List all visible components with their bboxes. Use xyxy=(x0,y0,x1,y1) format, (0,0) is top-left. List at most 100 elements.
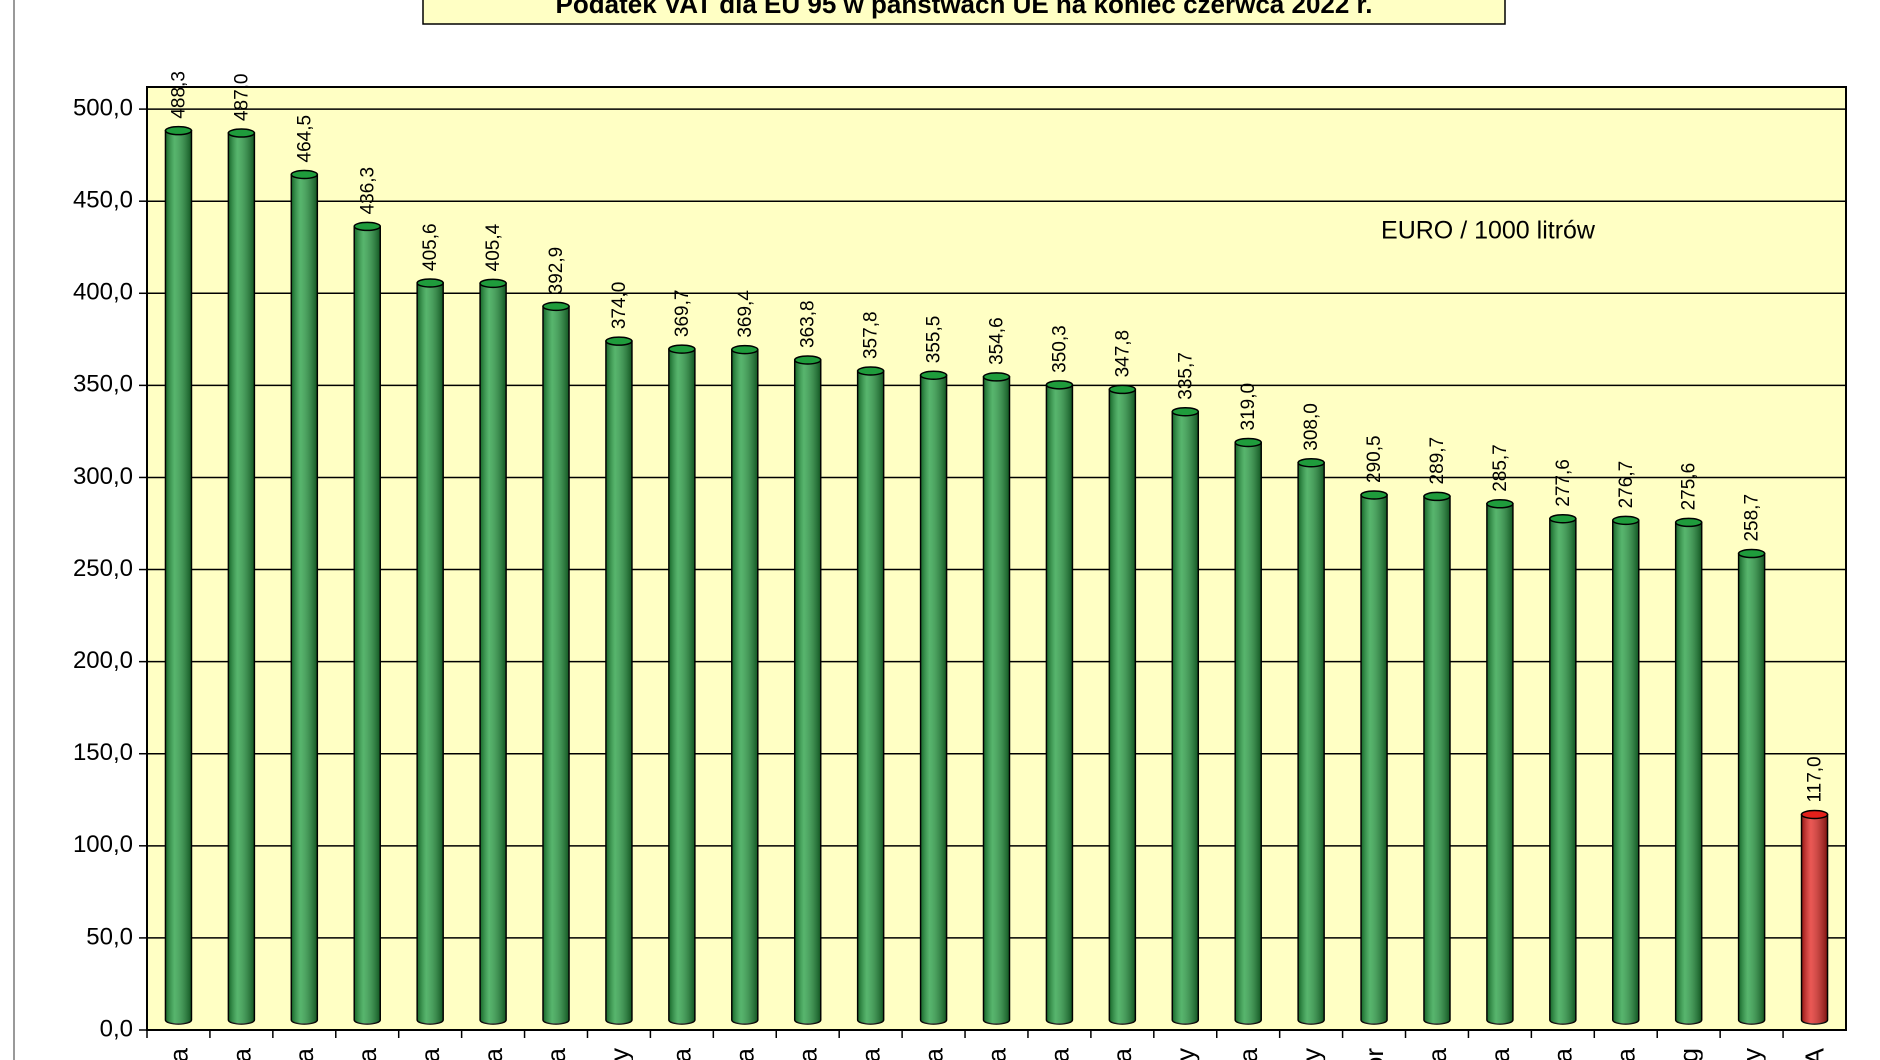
x-tick-label: A xyxy=(1799,1047,1829,1060)
bar-shade xyxy=(731,349,758,1024)
bar-top xyxy=(290,169,319,180)
bar xyxy=(1297,457,1325,1025)
value-label: 487,0 xyxy=(231,73,252,121)
bar-shade xyxy=(983,376,1010,1025)
bar xyxy=(1737,548,1766,1025)
bar-top xyxy=(1108,384,1137,395)
x-tick-label: a xyxy=(1485,1047,1515,1060)
bar-top xyxy=(1045,380,1074,390)
bar xyxy=(290,169,319,1025)
value-label: 308,0 xyxy=(1301,403,1322,451)
value-label: 347,8 xyxy=(1112,330,1133,378)
value-label: 285,7 xyxy=(1490,444,1511,492)
bar-top xyxy=(479,278,507,289)
bar xyxy=(982,372,1011,1025)
x-tick-label: a xyxy=(1044,1047,1074,1060)
x-tick-label: a xyxy=(1107,1047,1137,1060)
bar-top xyxy=(1423,491,1451,502)
bar xyxy=(353,221,381,1025)
bar-shade xyxy=(354,226,381,1025)
bar-shade xyxy=(1549,518,1576,1024)
x-tick-label: a xyxy=(1548,1047,1578,1060)
bar xyxy=(542,301,570,1025)
bar-top xyxy=(164,125,193,136)
y-tick-label: 450,0 xyxy=(73,187,133,214)
value-label: 355,5 xyxy=(924,316,945,364)
bar-top xyxy=(1171,406,1200,417)
value-label: 405,6 xyxy=(420,223,441,271)
x-tick-label: a xyxy=(1233,1047,1263,1060)
bar-top xyxy=(353,221,381,232)
x-tick-label: a xyxy=(1422,1047,1452,1060)
bar xyxy=(1549,513,1577,1025)
bar-top xyxy=(856,366,885,376)
bar-shade xyxy=(1801,814,1828,1024)
bar-shade xyxy=(228,133,255,1024)
y-tick-label: 300,0 xyxy=(73,463,133,490)
bar xyxy=(1423,491,1451,1025)
bar-shade xyxy=(165,130,192,1025)
bar-shade xyxy=(920,375,947,1024)
bar xyxy=(1674,517,1703,1025)
bar xyxy=(605,336,633,1025)
y-tick-label: 50,0 xyxy=(86,923,133,950)
bar-shade xyxy=(1361,494,1388,1024)
x-tick-label: a xyxy=(226,1047,256,1060)
bar xyxy=(1800,809,1829,1025)
bar-shade xyxy=(1046,384,1073,1024)
y-tick-label: 350,0 xyxy=(73,371,133,398)
bar xyxy=(1045,380,1074,1025)
y-tick-label: 500,0 xyxy=(73,94,133,121)
bar xyxy=(668,344,696,1025)
bar-shade xyxy=(857,371,884,1024)
value-label: 464,5 xyxy=(294,115,315,163)
chart-title: Podatek VAT dla EU 95 w państwach UE na … xyxy=(556,0,1373,19)
bar-shade xyxy=(1235,442,1262,1024)
bar xyxy=(793,355,822,1025)
value-label: 374,0 xyxy=(609,282,630,330)
bar-shade xyxy=(605,341,632,1024)
bar-top xyxy=(1360,490,1388,500)
value-label: 436,3 xyxy=(357,167,378,215)
bar-shade xyxy=(1109,389,1136,1024)
x-tick-label: y xyxy=(1736,1048,1766,1060)
bar-top xyxy=(227,128,256,138)
x-tick-label: a xyxy=(415,1047,445,1060)
bar xyxy=(1108,384,1137,1025)
bar-top xyxy=(919,370,948,380)
bar xyxy=(227,128,256,1025)
bar-shade xyxy=(480,283,507,1024)
bar xyxy=(1486,499,1514,1025)
x-tick-label: a xyxy=(793,1047,823,1060)
bar xyxy=(1612,515,1640,1025)
y-tick-label: 150,0 xyxy=(73,739,133,766)
x-tick-label: a xyxy=(163,1047,193,1060)
x-tick-label: g xyxy=(1674,1048,1704,1060)
x-tick-label: or xyxy=(1359,1048,1389,1060)
bar-shade xyxy=(291,174,318,1024)
x-tick-label: a xyxy=(352,1047,382,1060)
value-label: 275,6 xyxy=(1679,463,1700,511)
bar-top xyxy=(1800,809,1829,820)
value-label: 277,6 xyxy=(1553,459,1574,507)
value-label: 319,0 xyxy=(1238,383,1259,431)
value-label: 276,7 xyxy=(1616,461,1637,509)
bar-top xyxy=(605,336,633,346)
x-tick-label: a xyxy=(856,1047,886,1060)
bar-top xyxy=(731,344,759,355)
bar-top xyxy=(1674,517,1703,528)
value-label: 350,3 xyxy=(1049,325,1070,373)
x-tick-label: a xyxy=(981,1047,1011,1060)
x-tick-label: y xyxy=(1170,1048,1200,1060)
bar-top xyxy=(1297,457,1325,468)
bar-shade xyxy=(1172,411,1199,1024)
bar-shade xyxy=(1738,553,1765,1024)
x-tick-label: a xyxy=(667,1047,697,1060)
value-label: 357,8 xyxy=(861,311,882,359)
y-tick-label: 250,0 xyxy=(73,555,133,582)
x-tick-label: y xyxy=(1296,1048,1326,1060)
bar xyxy=(731,344,759,1025)
value-label: 405,4 xyxy=(483,223,504,271)
y-tick-label: 0,0 xyxy=(100,1015,133,1042)
